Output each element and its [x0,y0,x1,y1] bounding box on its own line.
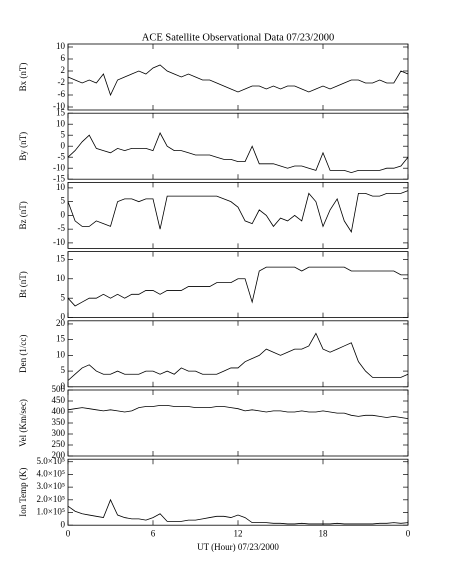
data-line [67,498,409,525]
y-tick-label: -15 [53,173,65,183]
y-tick-label: 0 [61,140,66,150]
x-tick-label: 6 [151,528,156,538]
y-tick-label: 1.0×10⁵ [37,507,65,517]
y-axis-label: Vel (Km/sec) [18,399,28,447]
y-tick-label: 15 [56,334,66,344]
y-tick-label: 5.0×10⁵ [37,456,65,466]
y-axis-label: Ion Temp (K) [18,468,28,517]
y-tick-label: 15 [56,253,66,263]
data-line [67,405,409,419]
y-tick-label: -5 [58,151,66,161]
y-tick-label: 6 [61,53,66,63]
y-tick-label: -6 [58,89,66,99]
data-line [67,332,409,381]
panel-frame [67,251,409,319]
y-tick-label: 0 [61,312,66,322]
x-tick-label: 0 [406,528,411,538]
y-tick-label: -10 [53,162,65,172]
y-axis-label: Bt (nT) [18,271,28,298]
y-tick-label: 0 [61,209,66,219]
x-tick-label: 0 [66,528,71,538]
y-tick-label: 2 [61,65,66,75]
panel-frame [67,181,409,249]
y-tick-label: 5 [61,129,66,139]
y-tick-label: 500 [52,384,66,394]
x-tick-label: 18 [319,528,329,538]
panel-frame [67,43,409,111]
panel-frame [67,112,409,180]
y-tick-label: 300 [52,428,66,438]
y-tick-label: 0 [61,519,66,529]
y-tick-label: 3.0×10⁵ [37,481,65,491]
y-tick-label: 10 [56,118,66,128]
y-tick-label: -10 [53,237,65,247]
y-tick-label: 250 [52,439,66,449]
y-tick-label: 200 [52,450,66,460]
y-tick-label: -5 [58,223,66,233]
y-tick-label: 10 [56,41,66,51]
y-tick-label: -10 [53,101,65,111]
y-axis-label: Bz (nT) [18,201,28,229]
y-tick-label: -2 [58,77,66,87]
data-line [67,266,408,307]
y-tick-label: 20 [56,318,66,328]
y-axis-label: Bx (nT) [18,63,28,92]
y-tick-label: 5 [61,196,66,206]
y-axis-label: Den (1/cc) [18,335,28,373]
y-tick-label: 400 [52,406,66,416]
y-tick-label: 450 [52,395,66,405]
y-tick-label: 10 [56,273,66,283]
data-line [67,190,409,233]
y-tick-label: 10 [56,349,66,359]
chart-title: ACE Satellite Observational Data 07/23/2… [142,32,334,43]
y-tick-label: 10 [56,182,66,192]
y-tick-label: 15 [56,107,66,117]
x-tick-label: 12 [234,528,243,538]
y-tick-label: 4.0×10⁵ [37,468,65,478]
y-tick-label: 2.0×10⁵ [37,494,65,504]
data-line [67,132,409,174]
x-axis-label: UT (Hour) 07/23/2000 [197,542,279,552]
y-tick-label: 5 [61,292,66,302]
y-axis-label: By (nT) [18,132,28,161]
panel-frame [67,389,409,457]
y-tick-label: 350 [52,417,66,427]
data-line [67,64,409,97]
y-tick-label: 5 [61,365,66,375]
y-tick-label: 0 [61,381,66,391]
panel-frame [67,320,409,388]
